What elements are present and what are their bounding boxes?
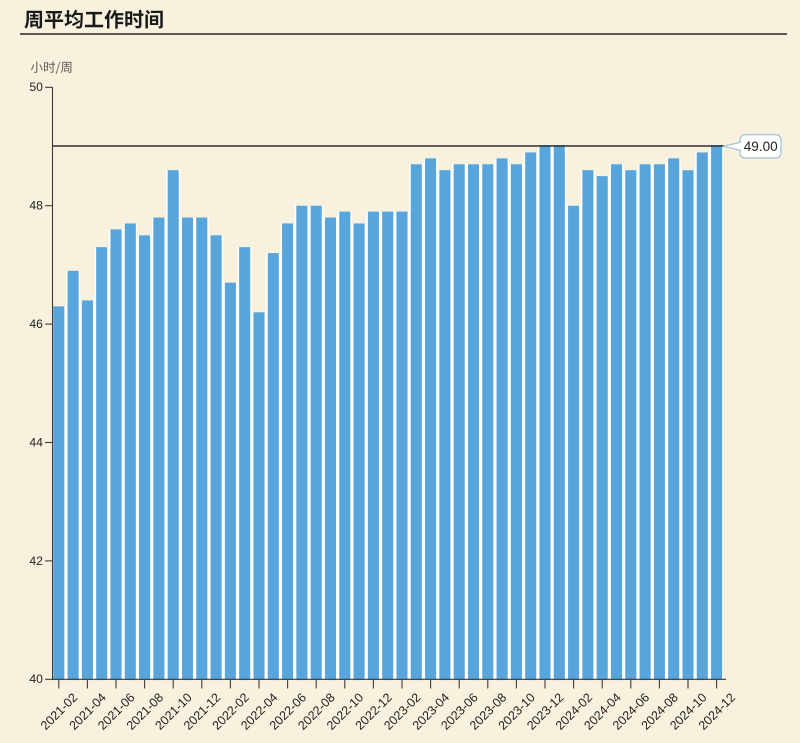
svg-text:40: 40 [29,672,43,686]
svg-text:50: 50 [29,80,43,94]
svg-text:42: 42 [29,554,43,568]
svg-text:44: 44 [29,435,43,449]
svg-text:46: 46 [29,317,43,331]
svg-text:49.00: 49.00 [744,139,778,154]
svg-text:48: 48 [29,199,43,213]
